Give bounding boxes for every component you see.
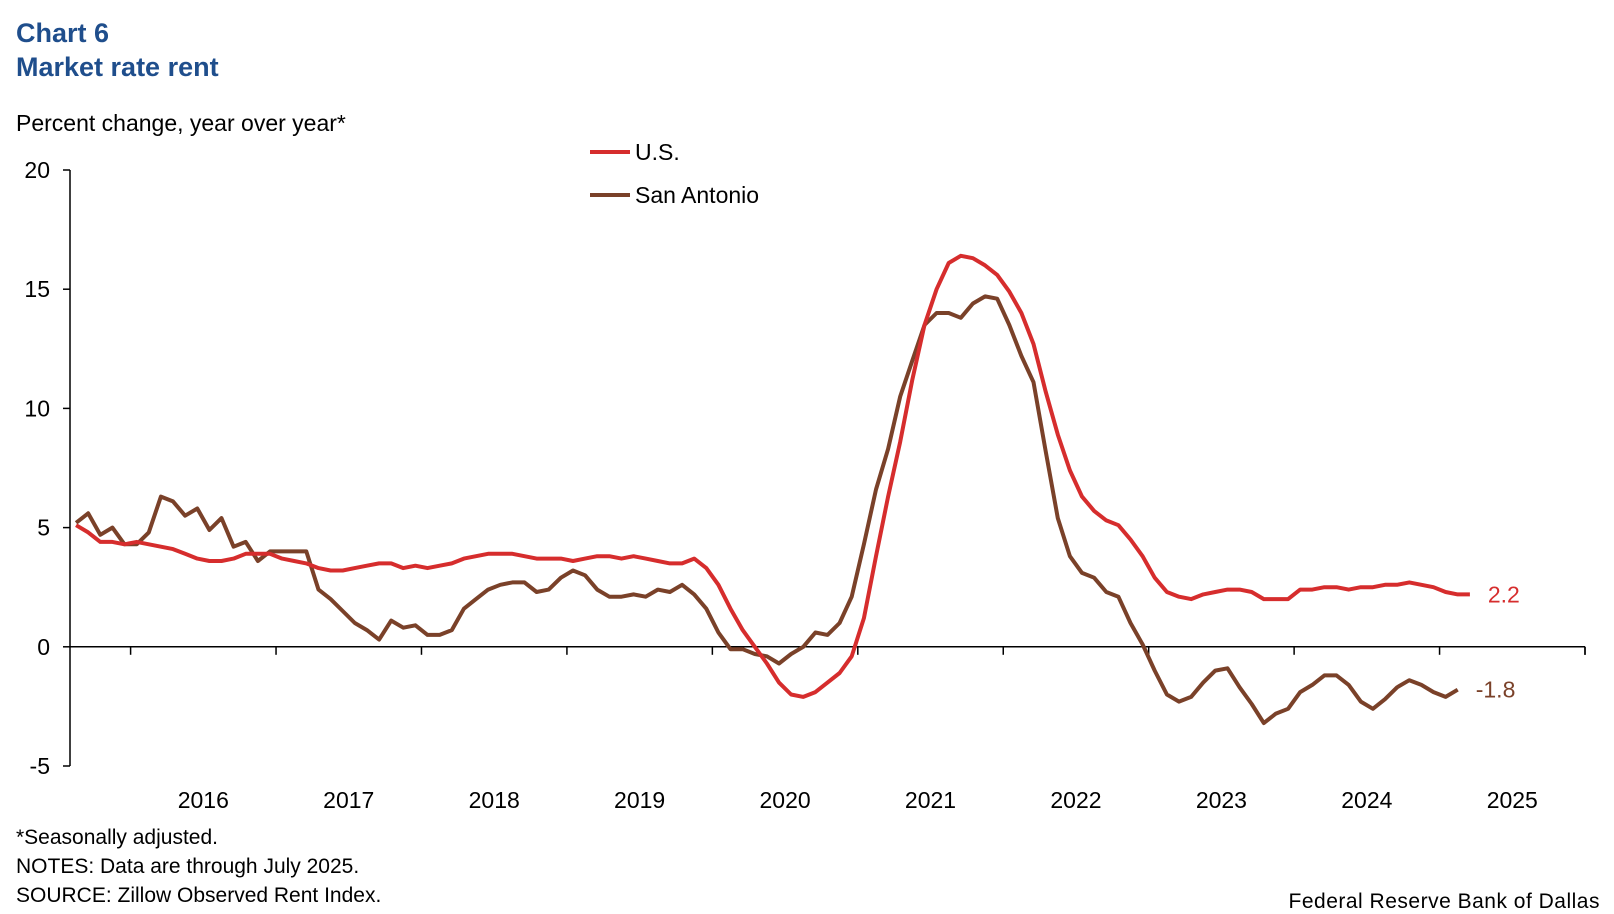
series-line-us <box>75 253 1470 699</box>
x-tick-label: 2017 <box>323 787 374 813</box>
chart-series <box>74 253 1470 726</box>
source: SOURCE: Zillow Observed Rent Index. <box>16 884 382 907</box>
y-tick-label: -5 <box>30 753 50 779</box>
x-tick-label: 2021 <box>905 787 956 813</box>
y-tick-label: 10 <box>24 395 50 421</box>
footnote: *Seasonally adjusted. <box>16 826 218 849</box>
x-tick-label: 2019 <box>614 787 665 813</box>
y-axis-label: Percent change, year over year* <box>16 110 346 136</box>
chart-title: Market rate rent <box>16 52 219 82</box>
chart-number: Chart 6 <box>16 18 110 48</box>
chart-axes: -5 0 5 10 15 20 2016 2017 2018 2019 2020 2021 2022 20… <box>24 157 1586 813</box>
x-tick-label: 2020 <box>759 787 810 813</box>
legend-label-us: U.S. <box>635 139 680 165</box>
x-tick-label: 2025 <box>1487 787 1538 813</box>
x-tick-label: 2022 <box>1050 787 1101 813</box>
y-tick-label: 0 <box>37 634 50 660</box>
credit: Federal Reserve Bank of Dallas <box>1288 890 1600 913</box>
x-tick-label: 2024 <box>1341 787 1392 813</box>
series-line-san-antonio <box>74 294 1459 726</box>
chart-legend: U.S. San Antonio <box>590 139 759 208</box>
x-tick-label: 2023 <box>1196 787 1247 813</box>
x-tick-label: 2016 <box>178 787 229 813</box>
notes: NOTES: Data are through July 2025. <box>16 855 360 878</box>
y-tick-label: 20 <box>24 157 50 183</box>
legend-label-san-antonio: San Antonio <box>635 182 759 208</box>
y-tick-label: 5 <box>37 515 50 541</box>
x-tick-label: 2018 <box>469 787 520 813</box>
end-label-san-antonio: -1.8 <box>1476 677 1516 703</box>
end-label-us: 2.2 <box>1488 581 1520 607</box>
y-tick-label: 15 <box>24 276 50 302</box>
